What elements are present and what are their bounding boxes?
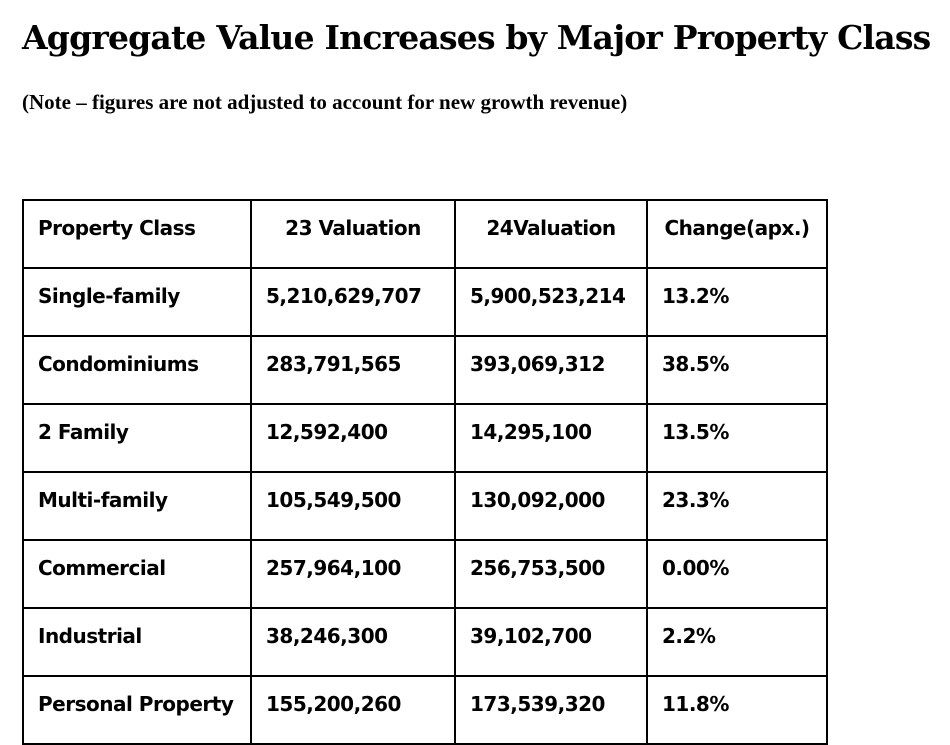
table-cell: 5,900,523,214 [454,267,648,337]
table-row: Personal Property 155,200,260 173,539,320 1… [22,675,828,745]
table-cell: 173,539,320 [454,675,648,745]
table-cell: 11.8% [646,675,828,745]
table-cell: 38,246,300 [250,607,456,677]
table-cell: 393,069,312 [454,335,648,405]
table-cell: 38.5% [646,335,828,405]
table-row: 2 Family 12,592,400 14,295,100 13.5% [22,403,828,473]
column-header: Change(apx.) [646,199,828,269]
table-row: Single-family 5,210,629,707 5,900,523,214 1… [22,267,828,337]
table-row: Industrial 38,246,300 39,102,700 2.2% [22,607,828,677]
table-cell: 13.5% [646,403,828,473]
table-cell: Condominiums [22,335,252,405]
table-cell: 2 Family [22,403,252,473]
table-row: Commercial 257,964,100 256,753,500 0.00% [22,539,828,609]
table-cell: Industrial [22,607,252,677]
table-cell: 257,964,100 [250,539,456,609]
header-row: Property Class 23 Valuation 24Valuation Cha… [22,199,828,269]
table-cell: Personal Property [22,675,252,745]
column-header: Property Class [22,199,252,269]
table-cell: 105,549,500 [250,471,456,541]
table-cell: 13.2% [646,267,828,337]
table-cell: 2.2% [646,607,828,677]
table-cell: 283,791,565 [250,335,456,405]
table-cell: 256,753,500 [454,539,648,609]
column-header: 23 Valuation [250,199,456,269]
table-cell: Multi-family [22,471,252,541]
table-row: Multi-family 105,549,500 130,092,000 23.3% [22,471,828,541]
table-cell: 155,200,260 [250,675,456,745]
table-cell: 14,295,100 [454,403,648,473]
table-cell: 23.3% [646,471,828,541]
table-body: Single-family 5,210,629,707 5,900,523,214 1… [22,267,828,745]
title: Aggregate Value Increases by Major Prope… [22,18,931,57]
table-cell: 0.00% [646,539,828,609]
table-cell: Commercial [22,539,252,609]
note: (Note – figures are not adjusted to acco… [22,90,628,114]
table-cell: Single-family [22,267,252,337]
table-row: Condominiums 283,791,565 393,069,312 38.5% [22,335,828,405]
table-cell: 130,092,000 [454,471,648,541]
data-table: Property Class 23 Valuation 24Valuation Cha… [22,199,828,745]
table-cell: 12,592,400 [250,403,456,473]
column-header: 24Valuation [454,199,648,269]
table-cell: 5,210,629,707 [250,267,456,337]
table-cell: 39,102,700 [454,607,648,677]
page: Aggregate Value Increases by Major Prope… [22,18,932,745]
